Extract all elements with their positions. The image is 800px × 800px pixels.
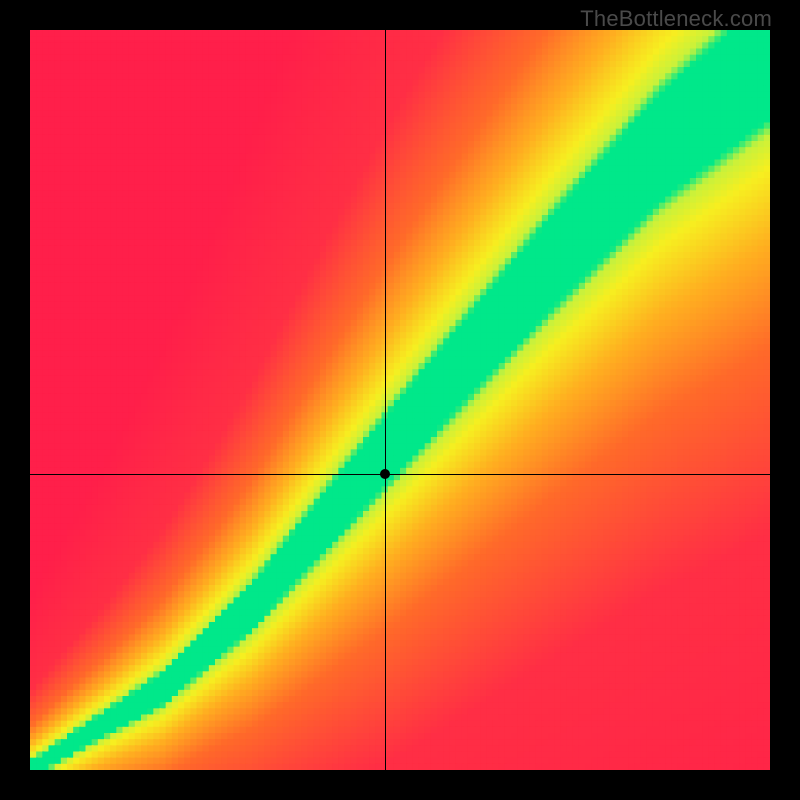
crosshair-vertical [385,30,386,770]
heatmap-canvas [30,30,770,770]
watermark-text: TheBottleneck.com [580,6,772,32]
plot-area [30,30,770,770]
crosshair-marker-dot [380,469,390,479]
crosshair-horizontal [30,474,770,475]
